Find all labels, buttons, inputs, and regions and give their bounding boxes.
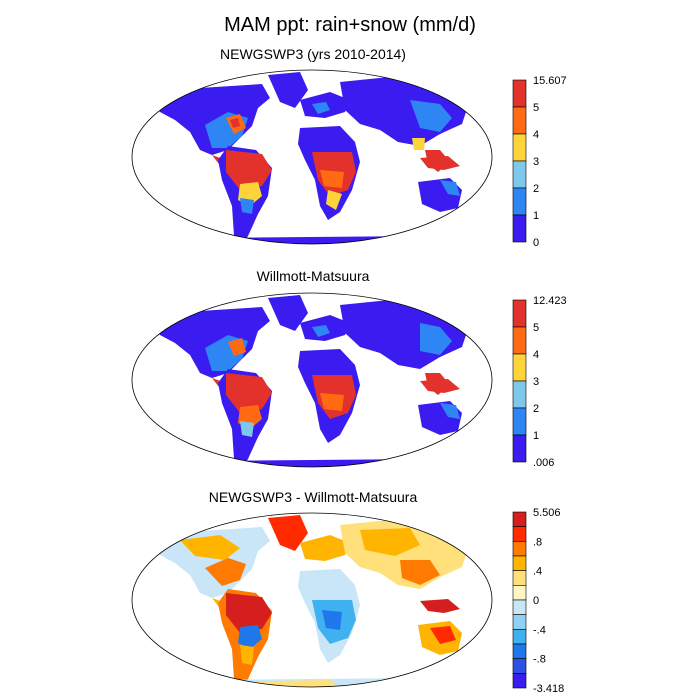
colorbar-2-label: 2 — [533, 403, 539, 415]
colorbar-1-swatch — [512, 187, 527, 216]
colorbar-3-swatch — [512, 570, 527, 586]
colorbar-3-swatch — [512, 526, 527, 542]
colorbar-3-swatch — [512, 599, 527, 615]
colorbar-1-label: 4 — [533, 129, 539, 141]
colorbar-2-swatch — [512, 326, 527, 355]
colorbar-2-label: 3 — [533, 376, 539, 388]
colorbar-3-swatch — [512, 614, 527, 630]
colorbar-3-label: .4 — [533, 566, 542, 578]
map-panel-3 — [131, 512, 493, 688]
map-panel-1 — [131, 69, 493, 245]
colorbar-3-label: -.4 — [533, 624, 546, 636]
land-precip-diff-field — [152, 515, 470, 687]
colorbar-3-label: .8 — [533, 536, 542, 548]
colorbar-2-label: 1 — [533, 430, 539, 442]
figure-title: MAM ppt: rain+snow (mm/d) — [224, 14, 476, 36]
colorbar-2-swatch — [512, 407, 527, 436]
colorbar-3-label: 5.506 — [533, 507, 561, 519]
colorbar-1: 15.607 5 4 3 2 1 0 — [512, 75, 567, 249]
colorbar-2-label: 12.423 — [533, 295, 567, 307]
colorbar-3: 5.506 .8 .4 0 -.4 -.8 -3.418 — [512, 507, 564, 695]
colorbar-3-swatch — [512, 555, 527, 571]
panel-2-title: Willmott-Matsuura — [256, 268, 370, 284]
land-precip-field-1 — [152, 72, 470, 244]
colorbar-3-swatch — [512, 511, 527, 527]
colorbar-1-label: 1 — [533, 210, 539, 222]
colorbar-1-label: 5 — [533, 102, 539, 114]
colorbar-3-swatch — [512, 658, 527, 674]
colorbar-1-swatch — [512, 106, 527, 135]
colorbar-1-swatch — [512, 79, 527, 108]
land-precip-field-2 — [152, 295, 470, 467]
colorbar-3-swatch — [512, 673, 527, 689]
colorbar-3-label: 0 — [533, 595, 539, 607]
colorbar-1-label: 15.607 — [533, 75, 567, 87]
map-outline-3 — [131, 512, 493, 688]
colorbar-2-swatch — [512, 299, 527, 328]
colorbar-2: 12.423 5 4 3 2 1 .006 — [512, 295, 567, 469]
colorbar-2-swatch — [512, 434, 527, 463]
colorbar-1-label: 2 — [533, 183, 539, 195]
panel-1-title: NEWGSWP3 (yrs 2010-2014) — [220, 46, 406, 62]
colorbar-2-swatch — [512, 353, 527, 382]
colorbar-2-label: 5 — [533, 322, 539, 334]
map-outline-1 — [131, 69, 493, 245]
colorbar-3-swatch — [512, 585, 527, 601]
colorbar-2-swatch — [512, 380, 527, 409]
colorbar-1-label: 0 — [533, 237, 539, 249]
colorbar-3-label: -.8 — [533, 654, 546, 666]
colorbar-3-swatch — [512, 541, 527, 557]
colorbar-3-swatch — [512, 643, 527, 659]
colorbar-2-label: 4 — [533, 349, 539, 361]
colorbar-2-label: .006 — [533, 457, 554, 469]
map-outline-2 — [131, 292, 493, 468]
map-panel-2 — [131, 292, 493, 468]
colorbar-1-swatch — [512, 133, 527, 162]
colorbar-1-swatch — [512, 214, 527, 243]
colorbar-1-swatch — [512, 160, 527, 189]
colorbar-1-label: 3 — [533, 156, 539, 168]
panel-3-title: NEWGSWP3 - Willmott-Matsuura — [208, 489, 418, 505]
colorbar-3-swatch — [512, 629, 527, 645]
colorbar-3-label: -3.418 — [533, 683, 564, 695]
